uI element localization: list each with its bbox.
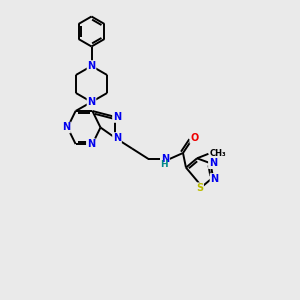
- Text: N: N: [113, 112, 121, 122]
- Text: N: N: [87, 61, 96, 71]
- Text: S: S: [196, 183, 203, 193]
- Text: N: N: [87, 97, 96, 107]
- Text: O: O: [190, 133, 199, 143]
- Text: H: H: [160, 160, 167, 169]
- Text: N: N: [62, 122, 70, 133]
- Text: N: N: [161, 154, 169, 164]
- Text: N: N: [211, 174, 219, 184]
- Text: N: N: [209, 158, 217, 168]
- Text: N: N: [87, 139, 95, 149]
- Text: N: N: [113, 133, 121, 143]
- Text: CH₃: CH₃: [210, 149, 226, 158]
